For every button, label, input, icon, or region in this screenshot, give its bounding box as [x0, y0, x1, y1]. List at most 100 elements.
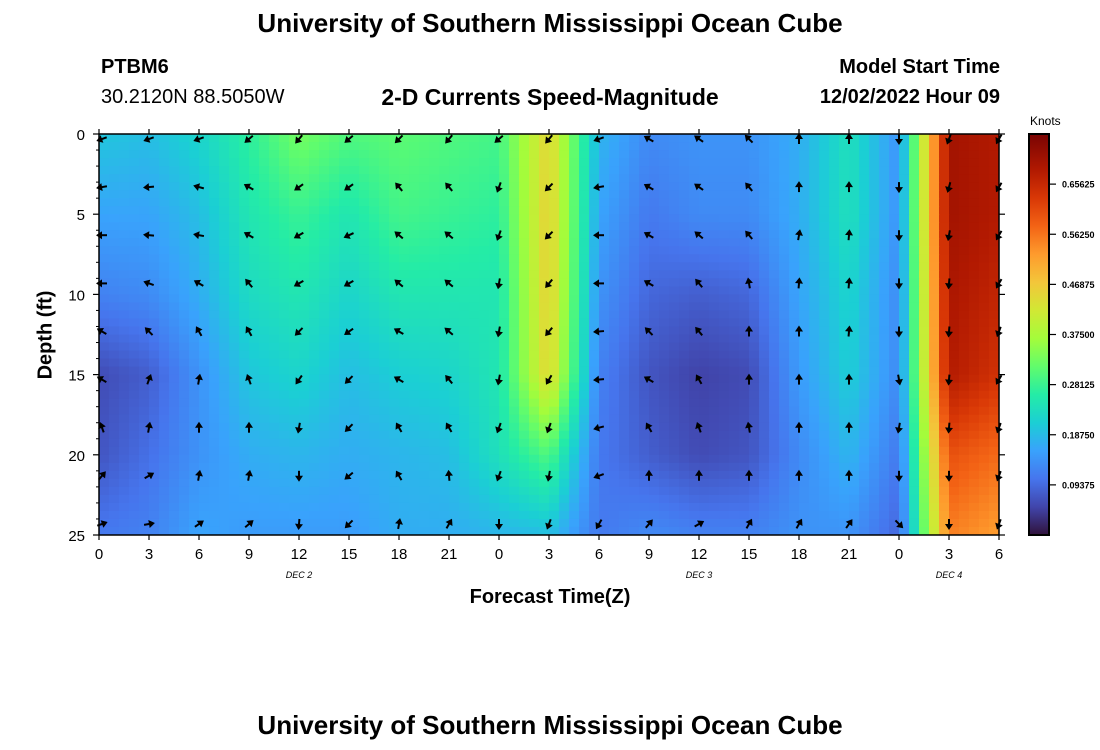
heatmap-cell — [469, 334, 480, 344]
heatmap-cell — [519, 342, 530, 352]
heatmap-cell — [639, 350, 650, 360]
heatmap-cell — [759, 526, 770, 535]
heatmap-cell — [609, 262, 620, 271]
heatmap-cell — [189, 310, 200, 320]
heatmap-cell — [529, 478, 540, 488]
heatmap-cell — [139, 150, 150, 159]
heatmap-cell — [409, 478, 420, 488]
heatmap-cell — [679, 278, 690, 287]
heatmap-cell — [919, 302, 930, 312]
heatmap-cell — [649, 430, 660, 440]
heatmap-cell — [319, 214, 330, 223]
heatmap-cell — [469, 190, 480, 199]
heatmap-cell — [959, 486, 970, 496]
heatmap-cell — [199, 158, 210, 167]
current-arrow — [745, 182, 753, 192]
heatmap-cell — [179, 398, 190, 408]
heatmap-cell — [149, 438, 160, 448]
heatmap-cell — [749, 366, 760, 376]
heatmap-cell — [399, 342, 410, 352]
heatmap-cell — [289, 470, 300, 480]
heatmap-cell — [799, 150, 810, 159]
heatmap-cell — [119, 414, 130, 424]
heatmap-cell — [669, 502, 680, 512]
heatmap-cell — [139, 382, 150, 392]
heatmap-cell — [619, 446, 630, 456]
heatmap-cell — [529, 494, 540, 504]
heatmap-cell — [559, 502, 570, 512]
heatmap-cell — [189, 294, 200, 304]
heatmap-cell — [99, 326, 110, 336]
heatmap-cell — [339, 510, 350, 520]
heatmap-cell — [539, 510, 550, 520]
heatmap-cell — [649, 350, 660, 360]
heatmap-cell — [219, 190, 230, 199]
heatmap-cell — [239, 190, 250, 199]
heatmap-cell — [189, 150, 200, 159]
heatmap-cell — [419, 238, 430, 247]
heatmap-cell — [569, 462, 580, 472]
heatmap-cell — [529, 462, 540, 472]
heatmap-cell — [359, 350, 370, 360]
heatmap-cell — [739, 230, 750, 239]
heatmap-cell — [99, 438, 110, 448]
heatmap-cell — [99, 510, 110, 520]
heatmap-cell — [769, 302, 780, 312]
heatmap-cell — [649, 270, 660, 279]
heatmap-cell — [669, 310, 680, 320]
heatmap-cell — [169, 302, 180, 312]
heatmap-cell — [919, 206, 930, 215]
heatmap-cell — [809, 142, 820, 151]
heatmap-cell — [509, 262, 520, 271]
heatmap-cell — [859, 214, 870, 223]
heatmap-cell — [479, 230, 490, 239]
heatmap-cell — [899, 398, 910, 408]
heatmap-cell — [809, 438, 820, 448]
heatmap-cell — [679, 142, 690, 151]
heatmap-cell — [659, 150, 670, 159]
heatmap-cell — [509, 414, 520, 424]
heatmap-cell — [519, 238, 530, 247]
heatmap-cell — [649, 310, 660, 320]
heatmap-cell — [269, 414, 280, 424]
heatmap-cell — [979, 326, 990, 336]
heatmap-cell — [669, 262, 680, 271]
heatmap-cell — [369, 174, 380, 183]
heatmap-cell — [759, 150, 770, 159]
heatmap-cell — [869, 166, 880, 175]
heatmap-cell — [429, 350, 440, 360]
heatmap-cell — [709, 342, 720, 352]
heatmap-cell — [639, 278, 650, 287]
heatmap-cell — [219, 262, 230, 271]
heatmap-cell — [709, 278, 720, 287]
heatmap-cell — [829, 142, 840, 151]
heatmap-cell — [299, 294, 310, 304]
heatmap-cell — [209, 502, 220, 512]
heatmap-cell — [549, 238, 560, 247]
heatmap-cell — [829, 470, 840, 480]
heatmap-cell — [379, 422, 390, 432]
heatmap-cell — [579, 390, 590, 400]
current-arrow — [545, 470, 553, 482]
heatmap-cell — [279, 318, 290, 328]
heatmap-cell — [899, 486, 910, 496]
heatmap-cell — [589, 374, 600, 384]
heatmap-cell — [139, 342, 150, 352]
heatmap-cell — [379, 246, 390, 255]
heatmap-cell — [469, 262, 480, 271]
heatmap-cell — [989, 174, 999, 183]
heatmap-cell — [469, 238, 480, 247]
heatmap-cell — [589, 158, 600, 167]
heatmap-cell — [279, 262, 290, 271]
heatmap-cell — [299, 134, 310, 143]
heatmap-cell — [119, 286, 130, 295]
heatmap-cell — [489, 350, 500, 360]
heatmap-cell — [339, 134, 350, 143]
heatmap-cell — [499, 462, 510, 472]
heatmap-cell — [359, 150, 370, 159]
heatmap-cell — [609, 470, 620, 480]
heatmap-cell — [589, 214, 600, 223]
heatmap-cell — [699, 422, 710, 432]
heatmap-cell — [909, 190, 920, 199]
heatmap-cell — [289, 254, 300, 263]
